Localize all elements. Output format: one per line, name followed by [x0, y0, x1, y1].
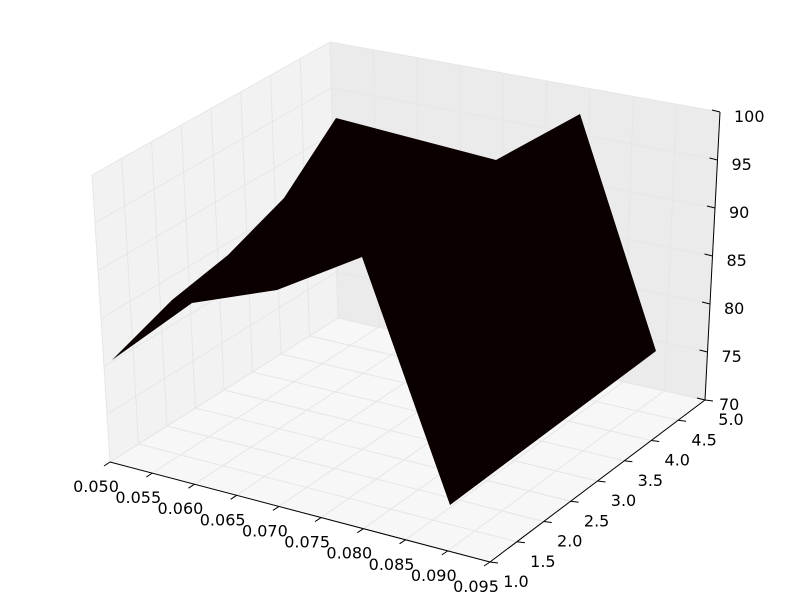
z-tick-mark — [699, 349, 708, 353]
x-tick-mark — [483, 561, 491, 567]
z-grid-line — [331, 87, 718, 161]
x-axis-ticks: 0.0500.0550.0600.0650.0700.0750.0800.085… — [73, 461, 499, 596]
y-tick-mark — [624, 460, 633, 463]
z-tick-mark — [701, 301, 711, 305]
x-tick-label: 0.090 — [411, 566, 457, 585]
x-tick-label: 0.095 — [453, 577, 499, 596]
z-tick-mark — [706, 205, 716, 209]
y-tick-label: 4.5 — [691, 430, 716, 449]
z-tick-label: 75 — [722, 347, 742, 366]
z-grid-wall-line — [94, 87, 332, 224]
y-tick-label: 2.5 — [584, 511, 609, 530]
x-axis-line — [109, 461, 491, 563]
y-tick-mark — [570, 500, 579, 503]
y-tick-mark — [704, 399, 714, 402]
z-axis-ticks: 70 75 80 85 90 95 100 — [696, 107, 765, 414]
y-tick-mark — [678, 419, 687, 422]
x-tick-mark — [145, 472, 153, 478]
x-tick-label: 0.075 — [284, 533, 330, 552]
y-tick-label: 3.0 — [611, 491, 636, 510]
x-tick-mark — [188, 483, 195, 489]
back-pane-left — [92, 42, 338, 462]
z-grid-wall-line — [106, 271, 337, 415]
z-grid-wall-line — [109, 317, 339, 463]
z-grid-wall-line — [97, 133, 333, 272]
x-tick-label: 0.050 — [73, 477, 119, 496]
surface-mesh — [112, 114, 656, 505]
x-tick-label: 0.065 — [200, 510, 246, 529]
z-tick-label: 70 — [719, 395, 739, 414]
x-tick-mark — [314, 517, 322, 522]
y-grid-line — [223, 389, 598, 482]
x-tick-label: 0.070 — [242, 521, 288, 540]
y-tick-label: 4.0 — [665, 451, 690, 470]
z-tick-label: 100 — [734, 107, 765, 126]
x-tick-label: 0.085 — [369, 555, 415, 574]
y-grid-line — [166, 425, 544, 522]
y-tick-label: 2.0 — [557, 532, 582, 551]
y-tick-label: 3.5 — [638, 471, 663, 490]
x-tick-label: 0.080 — [326, 544, 372, 563]
y-tick-label: 1.0 — [503, 572, 528, 591]
x-tick-mark — [272, 506, 280, 511]
z-grid-wall-line — [91, 41, 331, 176]
y-tick-mark — [489, 561, 499, 564]
y-tick-label: 1.5 — [530, 552, 555, 571]
z-grid-line — [329, 41, 721, 113]
z-tick-mark — [696, 397, 706, 401]
x-tick-mark — [399, 539, 406, 545]
y-tick-mark — [516, 541, 525, 544]
x-tick-mark — [441, 550, 449, 556]
z-tick-label: 90 — [729, 203, 749, 222]
y-axis-ticks: 1.01.52.02.53.03.54.04.55.0 — [489, 399, 744, 591]
z-tick-mark — [711, 109, 721, 113]
x-tick-label: 0.060 — [158, 499, 204, 518]
z-tick-mark — [704, 253, 713, 257]
x-tick-label: 0.055 — [115, 488, 161, 507]
z-tick-mark — [709, 157, 718, 161]
z-tick-label: 95 — [732, 155, 752, 174]
y-tick-mark — [543, 521, 552, 523]
surface — [112, 114, 656, 505]
y-grid-line — [138, 443, 518, 543]
x-tick-mark — [230, 494, 237, 500]
y-tick-label: 5.0 — [718, 410, 743, 429]
z-tick-label: 80 — [724, 299, 744, 318]
y-tick-mark — [651, 440, 660, 442]
x-tick-mark — [357, 528, 364, 534]
z-tick-label: 85 — [727, 251, 747, 270]
x-tick-mark — [103, 461, 111, 467]
y-grid-line — [195, 407, 571, 502]
y-tick-mark — [597, 480, 606, 483]
